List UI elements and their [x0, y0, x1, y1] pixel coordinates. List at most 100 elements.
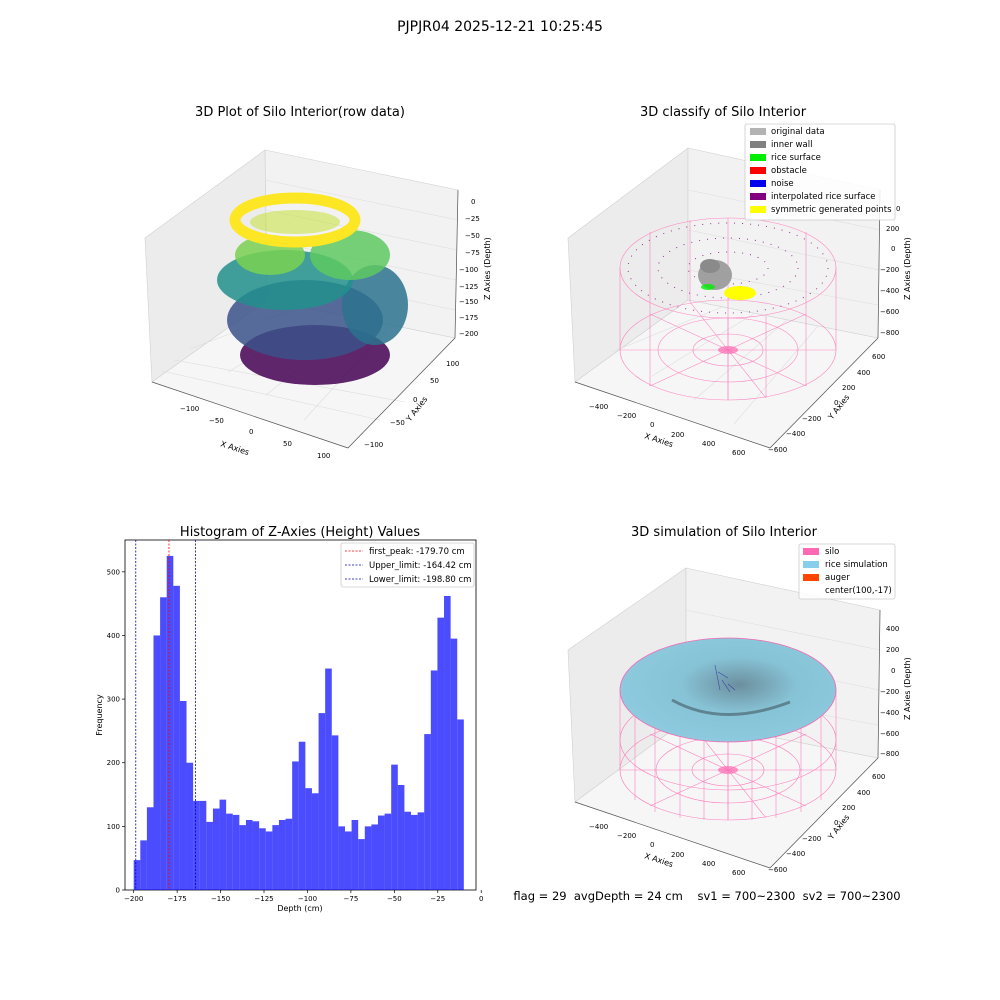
histogram-y-axis-label: Frequency [95, 694, 104, 736]
histogram-bar [371, 824, 378, 890]
simulation-z-tick-1: 400 [886, 625, 899, 633]
raw-point-cloud [217, 192, 408, 385]
classify-legend: original data inner wall rice surface ob… [744, 123, 896, 221]
histogram-bar [259, 828, 266, 890]
histogram-bar [305, 788, 312, 890]
histogram-bar [358, 839, 365, 890]
classify-y-tick-7: −600 [768, 446, 787, 454]
raw-y-tick-2: 50 [430, 377, 439, 385]
histogram-bar [450, 638, 458, 890]
simulation-legend-label-3: auger [825, 573, 850, 583]
classify-z-tick-4: −400 [880, 287, 899, 295]
histogram-y-tick-label: 0 [116, 887, 120, 895]
histogram-x-tick-label: −75 [344, 895, 359, 903]
histogram-bar [265, 831, 273, 890]
classify-x-tick-4: 200 [671, 431, 684, 439]
histogram-bar [338, 826, 345, 890]
histogram-bar [166, 555, 174, 890]
simulation-x-tick-1: −400 [589, 823, 608, 831]
histogram-bar [364, 826, 372, 890]
simulation-legend-label-1: silo [825, 547, 839, 557]
simulation-y-tick-3: 200 [842, 804, 855, 812]
simulation-y-tick-5: −200 [802, 835, 821, 843]
raw-z-tick-6: −125 [459, 283, 478, 291]
simulation-y-tick-4: 0 [834, 819, 838, 827]
simulation-x-tick-5: 400 [702, 860, 715, 868]
classify-legend-swatch-7 [750, 206, 766, 213]
classify-legend-label-3: rice surface [771, 153, 821, 163]
simulation-legend-swatch-1 [803, 548, 819, 555]
classify-3d-panel: 3D classify of Silo Interior [567, 105, 912, 457]
classify-legend-swatch-3 [750, 154, 766, 161]
raw-3d-panel: 3D Plot of Silo Interior(row data) −100 … [144, 105, 492, 460]
classify-legend-label-7: symmetric generated points [771, 205, 892, 215]
classify-legend-label-2: inner wall [771, 140, 812, 150]
histogram-bar [377, 815, 385, 890]
raw-x-tick-2: −50 [209, 417, 224, 425]
classify-legend-swatch-2 [750, 141, 766, 148]
histogram-bar [232, 814, 240, 890]
raw-y-tick-3: 0 [413, 396, 417, 404]
histogram-legend-label-2: Upper_limit: -164.42 cm [369, 561, 472, 571]
simulation-z-tick-7: −800 [880, 750, 899, 758]
histogram-bar [133, 860, 141, 890]
classify-legend-label-6: interpolated rice surface [771, 192, 876, 202]
simulation-y-tick-6: −400 [786, 850, 805, 858]
raw-z-tick-4: −75 [465, 249, 480, 257]
raw-z-tick-9: −200 [459, 330, 478, 338]
histogram-x-tick-label: −100 [298, 895, 317, 903]
histogram-bar [384, 813, 392, 890]
simulation-rice-surface [619, 637, 837, 774]
classify-z-tick-5: −600 [880, 308, 899, 316]
histogram-x-axis-label: Depth (cm) [277, 904, 322, 913]
simulation-z-tick-3: 0 [891, 667, 895, 675]
histogram-bar [344, 831, 352, 890]
classify-z-tick-3: −200 [880, 266, 899, 274]
classify-y-tick-2: 400 [857, 369, 870, 377]
histogram-bar [331, 735, 339, 890]
histogram-bar [173, 585, 180, 890]
histogram-bar [252, 821, 260, 890]
histogram-bar [444, 596, 451, 890]
histogram-bar [160, 597, 167, 890]
histogram-bar [298, 741, 306, 890]
simulation-y-tick-2: 400 [857, 789, 870, 797]
classify-y-tick-3: 200 [842, 384, 855, 392]
classify-z-top-partial-tick: 0 [896, 205, 900, 213]
histogram-bar [199, 800, 207, 890]
histogram-x-ticks: −200 −175 −150 −125 −100 −75 −50 −25 0 [124, 890, 483, 903]
histogram-bar [206, 821, 213, 890]
histogram-y-tick-label: 300 [107, 696, 120, 704]
histogram-bar [226, 813, 233, 890]
raw-panel-title: 3D Plot of Silo Interior(row data) [195, 105, 405, 120]
histogram-y-ticks: 0 100 200 300 400 500 [107, 568, 125, 895]
histogram-bar [245, 820, 253, 890]
histogram-legend: first_peak: -179.70 cm Upper_limit: -164… [340, 542, 475, 588]
simulation-z-axis-label: Z Axies (Depth) [903, 657, 912, 720]
classify-legend-label-5: noise [771, 179, 794, 189]
classify-legend-swatch-4 [750, 167, 766, 174]
classify-legend-swatch-1 [750, 128, 766, 135]
raw-z-axis-label: Z Axies (Depth) [483, 237, 492, 300]
classify-z-axis-label: Z Axies (Depth) [903, 237, 912, 300]
simulation-z-tick-2: 200 [886, 646, 899, 654]
histogram-bar [193, 800, 200, 890]
simulation-z-tick-5: −400 [880, 709, 899, 717]
histogram-x-tick-label: 0 [479, 895, 483, 903]
histogram-bar [186, 762, 194, 890]
classify-x-tick-3: 0 [650, 421, 654, 429]
raw-z-tick-5: −100 [459, 266, 478, 274]
histogram-x-tick-label: −125 [254, 895, 273, 903]
histogram-bar [397, 785, 405, 890]
raw-x-tick-1: −100 [180, 405, 199, 413]
histogram-bar [325, 668, 332, 890]
classify-y-tick-1: 600 [872, 353, 885, 361]
status-footer: flag = 29 avgDepth = 24 cm sv1 = 700~230… [513, 889, 900, 903]
raw-x-axis-label: X Axies [219, 439, 250, 457]
histogram-bar [272, 825, 279, 890]
histogram-x-tick-label: −50 [387, 895, 402, 903]
classify-x-tick-5: 400 [702, 440, 715, 448]
raw-x-tick-3: 0 [249, 428, 253, 436]
raw-z-tick-1: 0 [471, 198, 475, 206]
figure-title: PJPJR04 2025-12-21 10:25:45 [397, 19, 603, 35]
